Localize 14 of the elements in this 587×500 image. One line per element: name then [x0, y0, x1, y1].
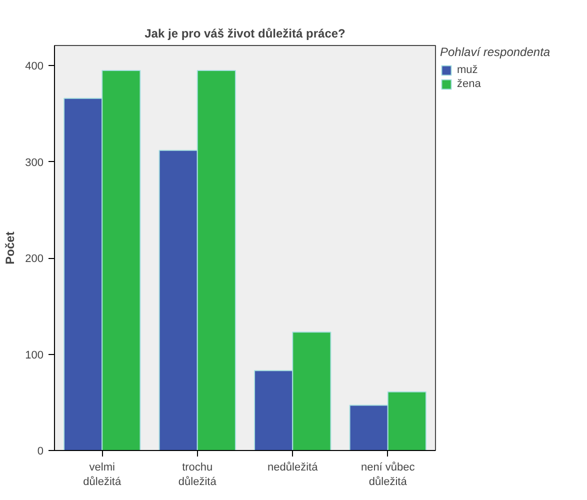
x-tick-label: trochu důležitá: [178, 462, 218, 488]
y-tick-label: 0: [37, 446, 44, 458]
y-tick-label: 200: [25, 253, 44, 266]
legend-title: Pohlaví respondenta: [440, 45, 550, 59]
chart-title: Jak je pro váš život důležitá práce?: [144, 26, 346, 40]
y-tick-label: 300: [25, 156, 44, 169]
y-tick-label: 400: [25, 60, 44, 73]
x-tick-label: nedůležitá: [268, 462, 319, 474]
legend-label: žena: [457, 78, 481, 90]
y-axis-title: Počet: [3, 232, 18, 264]
x-tick-label: není vůbec důležitá: [360, 462, 416, 488]
y-tick-label: 100: [25, 349, 44, 362]
legend-label: muž: [457, 64, 478, 76]
x-tick-label: velmi důležitá: [83, 462, 122, 488]
